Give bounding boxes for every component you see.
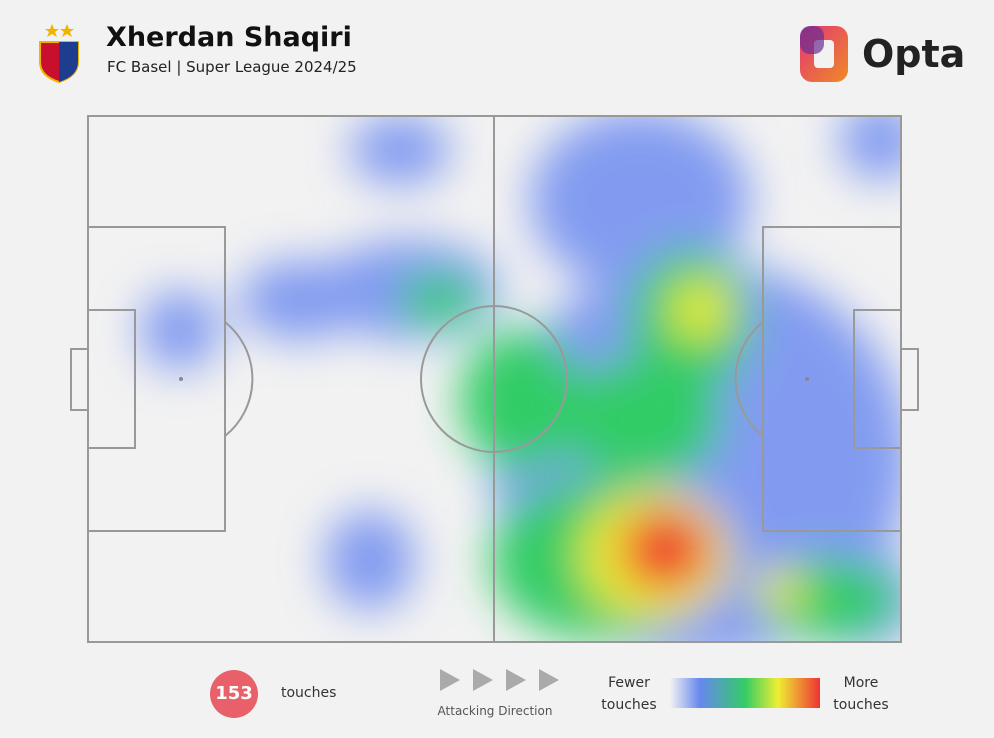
- pitch: [70, 115, 919, 643]
- touch-label: touches: [281, 685, 337, 701]
- opta-logo: [800, 26, 848, 82]
- legend-gradient: [670, 678, 820, 708]
- club-badge: [39, 24, 79, 84]
- legend-high: More touches: [833, 675, 889, 713]
- legend-low: Fewer touches: [601, 675, 657, 713]
- penalty-spot: [805, 377, 809, 381]
- player-name: Xherdan Shaqiri: [106, 22, 352, 53]
- subtitle: FC Basel | Super League 2024/25: [107, 58, 357, 76]
- brand: Opta: [862, 32, 966, 76]
- heatmap: [140, 116, 901, 642]
- penalty-spot: [179, 377, 183, 381]
- touch-count: 153: [210, 670, 258, 718]
- direction-label: Attacking Direction: [437, 704, 553, 718]
- direction-arrows: [440, 669, 559, 691]
